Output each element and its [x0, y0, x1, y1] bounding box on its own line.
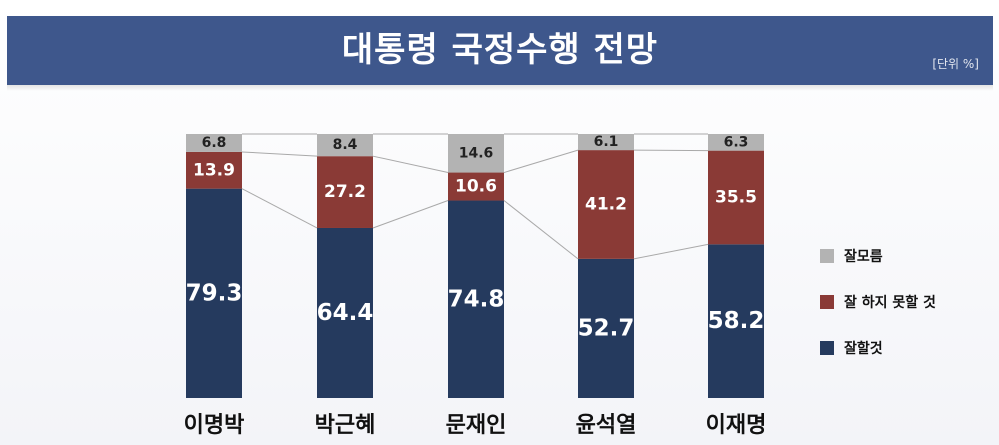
- data-label-bad-4: 41.2: [585, 194, 627, 214]
- bar-segment-good-5: [708, 244, 764, 398]
- data-label-bad-1: 13.9: [193, 160, 235, 180]
- legend-item-unknown: 잘모름: [820, 245, 936, 267]
- bar-segment-unknown-3: [448, 134, 504, 173]
- legend: 잘모름 잘 하지 못할 것 잘할것: [820, 245, 936, 383]
- bar-segment-good-4: [578, 258, 634, 398]
- legend-item-bad: 잘 하지 못할 것: [820, 291, 936, 313]
- bar-segment-good-1: [186, 188, 242, 398]
- data-label-bad-5: 35.5: [715, 187, 757, 207]
- connector-line-bad-1: [241, 151, 318, 157]
- data-label-good-4: 52.7: [578, 315, 635, 341]
- data-label-unknown-2: 8.4: [333, 137, 358, 153]
- bar-segment-good-2: [317, 227, 373, 398]
- category-label-5: 이재명: [706, 413, 767, 438]
- bar-segment-unknown-4: [578, 134, 634, 151]
- category-label-3: 문재인: [446, 413, 507, 438]
- connector-line-bad-4: [633, 149, 709, 152]
- bar-segment-bad-3: [448, 172, 504, 201]
- bar-segment-bad-1: [186, 151, 242, 189]
- connector-line-good-4: [633, 243, 709, 260]
- legend-label-bad: 잘 하지 못할 것: [844, 295, 936, 311]
- connector-line-good-2: [372, 200, 449, 229]
- legend-label-good: 잘할것: [844, 341, 883, 357]
- legend-swatch-bad: [820, 295, 834, 309]
- data-label-good-1: 79.3: [186, 280, 243, 306]
- data-label-good-2: 64.4: [317, 300, 374, 326]
- title-banner: 대통령 국정수행 전망 [단위 %]: [7, 16, 993, 85]
- data-label-unknown-5: 6.3: [724, 134, 749, 150]
- connector-line-bad-3: [503, 149, 579, 174]
- connector-line-bad-2: [372, 155, 449, 174]
- bar-segment-bad-5: [708, 150, 764, 245]
- bar-segment-good-3: [448, 200, 504, 398]
- category-label-4: 윤석열: [576, 413, 637, 438]
- legend-swatch-unknown: [820, 249, 834, 263]
- bar-segment-unknown-2: [317, 134, 373, 157]
- banner-shadow: [7, 85, 993, 91]
- data-label-unknown-3: 14.6: [459, 145, 494, 161]
- chart-title: 대통령 국정수행 전망: [341, 30, 659, 70]
- data-label-unknown-4: 6.1: [594, 134, 619, 150]
- category-label-2: 박근혜: [315, 413, 376, 438]
- data-label-good-3: 74.8: [448, 286, 505, 312]
- legend-swatch-good: [820, 341, 834, 355]
- data-label-good-5: 58.2: [708, 308, 765, 334]
- connector-line-good-3: [503, 200, 579, 260]
- bar-segment-unknown-5: [708, 134, 764, 151]
- legend-label-unknown: 잘모름: [844, 249, 883, 265]
- connector-line-good-1: [241, 188, 318, 229]
- data-label-unknown-1: 6.8: [202, 135, 227, 151]
- bar-segment-unknown-1: [186, 134, 242, 152]
- category-label-1: 이명박: [184, 413, 245, 438]
- unit-label: [단위 %]: [932, 57, 979, 71]
- data-label-bad-2: 27.2: [324, 182, 366, 202]
- bar-segment-bad-4: [578, 150, 634, 259]
- bar-segment-bad-2: [317, 156, 373, 228]
- data-label-bad-3: 10.6: [455, 177, 497, 197]
- legend-item-good: 잘할것: [820, 337, 936, 359]
